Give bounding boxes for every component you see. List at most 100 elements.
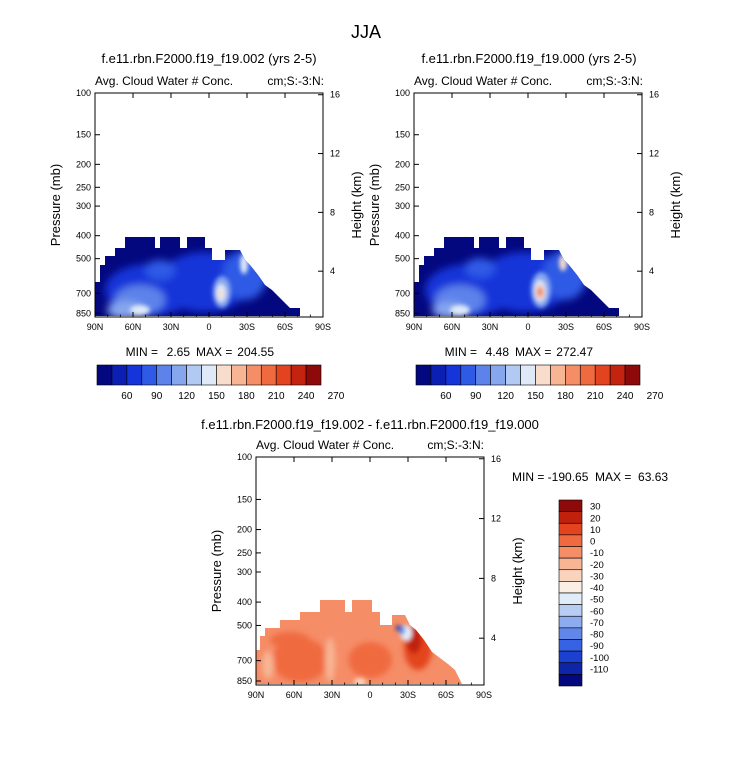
panel-1-y-tick-label: 850	[76, 308, 91, 318]
panel-2-colorbar-box	[609, 364, 626, 386]
panel-1-colorbar-box	[290, 364, 307, 386]
panel-3-y2-tick-label: 8	[491, 573, 496, 583]
panel-3-x-tick-label: 60S	[438, 690, 454, 700]
panel-2-colorbar-box	[535, 364, 551, 386]
panel-3-colorbar-box	[558, 569, 583, 582]
panel-1-colorbar-box	[201, 364, 217, 386]
panel-3-colorbar-box	[558, 499, 583, 512]
panel-1-colorbar-label: 180	[238, 391, 255, 402]
panel-1-y2-axis-label: Height (km)	[349, 171, 364, 238]
panel-3-y-tick-label: 250	[237, 548, 252, 558]
panel-3-colorbar-box	[558, 627, 583, 640]
panel-2-colorbar-box	[550, 364, 566, 386]
panel-1-colorbar-box	[171, 364, 187, 386]
panel-3-y2-axis-label: Height (km)	[510, 537, 525, 604]
panel-3-y-tick-label: 700	[237, 656, 252, 666]
panel-1-y-tick-label: 250	[76, 182, 91, 192]
panel-1-y-tick-label: 700	[76, 288, 91, 298]
panel-3-y-tick-label: 850	[237, 676, 252, 686]
panel-2-y-tick-label: 700	[395, 288, 410, 298]
panel-2: f.e11.rbn.F2000.f19_f19.000 (yrs 2-5) Av…	[367, 51, 683, 402]
panel-3-colorbar-box	[558, 511, 583, 524]
panel-2-y-axis-label: Pressure (mb)	[367, 164, 382, 246]
panel-1-colorbar-box	[111, 364, 128, 386]
panel-1-colorbar-box	[275, 364, 292, 386]
panel-2-colorbar: 60 90 120 150 180 210 240 270	[415, 364, 664, 402]
panel-1-field	[95, 237, 300, 316]
panel-1-y2-tick-label: 4	[330, 266, 335, 276]
panel-2-colorbar-box	[594, 364, 611, 386]
panel-1-x-tick-label: 30N	[163, 322, 180, 332]
panel-2-y2-tick-label: 8	[649, 207, 654, 217]
panel-2-colorbar-box	[505, 364, 521, 386]
panel-2-right-string: cm;S:-3:N:	[586, 74, 643, 88]
panel-3-x-tick-label: 0	[367, 690, 372, 700]
panel-2-colorbar-label: 240	[617, 391, 634, 402]
panel-2-colorbar-box	[565, 364, 581, 386]
panel-1-colorbar-box	[186, 364, 202, 386]
panel-2-y-tick-label: 500	[395, 254, 410, 264]
panel-2-colorbar-box	[430, 364, 447, 386]
panel-1-colorbar-box	[156, 364, 172, 386]
panel-3-x-tick-label: 30N	[324, 690, 341, 700]
panel-3-colorbar-label: -60	[590, 606, 604, 617]
panel-1-colorbar: 60 90 120 150 180 210 240 270	[96, 364, 345, 402]
panel-3-colorbar-box	[558, 546, 583, 559]
panel-2-x-tick-label: 60N	[444, 322, 461, 332]
panel-1-colorbar-label: 60	[121, 391, 133, 402]
panel-1: f.e11.rbn.F2000.f19_f19.002 (yrs 2-5) Av…	[48, 51, 364, 402]
panel-2-field	[414, 237, 619, 316]
panel-3-colorbar-label: -30	[590, 571, 604, 582]
figure-title: JJA	[351, 22, 381, 42]
panel-2-left-string: Avg. Cloud Water # Conc.	[414, 74, 552, 88]
panel-3: f.e11.rbn.F2000.f19_f19.002 - f.e11.rbn.…	[201, 417, 668, 700]
panel-3-y2-tick-label: 12	[491, 514, 501, 524]
panel-2-y2-tick-label: 12	[649, 149, 659, 159]
panel-3-colorbar-box	[558, 639, 583, 652]
panel-2-colorbar-label: 180	[557, 391, 574, 402]
panel-3-colorbar-label: -20	[590, 560, 604, 571]
panel-2-y2-tick-label: 16	[649, 90, 659, 100]
panel-2-colorbar-label: 270	[647, 391, 664, 402]
panel-1-colorbar-box	[141, 364, 158, 386]
panel-1-x-tick-label: 90S	[315, 322, 331, 332]
panel-3-title: f.e11.rbn.F2000.f19_f19.002 - f.e11.rbn.…	[201, 417, 539, 432]
panel-3-y-tick-label: 200	[237, 525, 252, 535]
panel-3-colorbar-box	[558, 534, 583, 547]
panel-2-x-tick-label: 0	[525, 322, 530, 332]
panel-3-colorbar-label: 20	[590, 513, 601, 524]
panel-2-colorbar-box	[415, 364, 432, 386]
panel-3-y-tick-label: 300	[237, 567, 252, 577]
panel-3-axes: 90N 60N 30N 0 30S 60S 90S 100 150 200 250 300 400 500…	[209, 452, 525, 700]
panel-1-colorbar-label: 90	[151, 391, 163, 402]
panel-1-y-axis-label: Pressure (mb)	[48, 164, 63, 246]
panel-3-field	[256, 600, 462, 684]
panel-1-y-tick-label: 200	[76, 159, 91, 169]
panel-2-x-tick-label: 30S	[558, 322, 574, 332]
panel-1-colorbar-label: 240	[298, 391, 315, 402]
panel-1-colorbar-label: 150	[208, 391, 225, 402]
panel-2-colorbar-label: 90	[470, 391, 482, 402]
panel-3-x-tick-label: 60N	[286, 690, 303, 700]
panel-3-x-tick-label: 30S	[400, 690, 416, 700]
panel-3-y-tick-label: 150	[237, 494, 252, 504]
panel-3-colorbar-label: -70	[590, 618, 604, 629]
panel-1-y2-tick-label: 12	[330, 149, 340, 159]
panel-2-y-tick-label: 300	[395, 201, 410, 211]
panel-3-right-string: cm;S:-3:N:	[427, 438, 484, 452]
panel-1-colorbar-box	[216, 364, 232, 386]
panel-1-y2-tick-label: 8	[330, 207, 335, 217]
panel-1-min-value: 2.65	[167, 345, 191, 359]
panel-1-colorbar-label: 270	[328, 391, 345, 402]
panel-2-colorbar-label: 60	[440, 391, 452, 402]
panel-1-colorbar-box	[246, 364, 262, 386]
panel-1-colorbar-label: 120	[178, 391, 195, 402]
panel-3-colorbar-label: -100	[590, 653, 609, 664]
panel-3-colorbar-label: 10	[590, 525, 601, 536]
panel-3-colorbar: 3020100-10-20-30-40-50-60-70-80-90-100-1…	[558, 499, 609, 687]
panel-3-y-tick-label: 400	[237, 597, 252, 607]
panel-1-max-label: MAX =	[196, 345, 232, 359]
panel-2-colorbar-label: 210	[587, 391, 604, 402]
panel-3-colorbar-box	[558, 615, 583, 629]
